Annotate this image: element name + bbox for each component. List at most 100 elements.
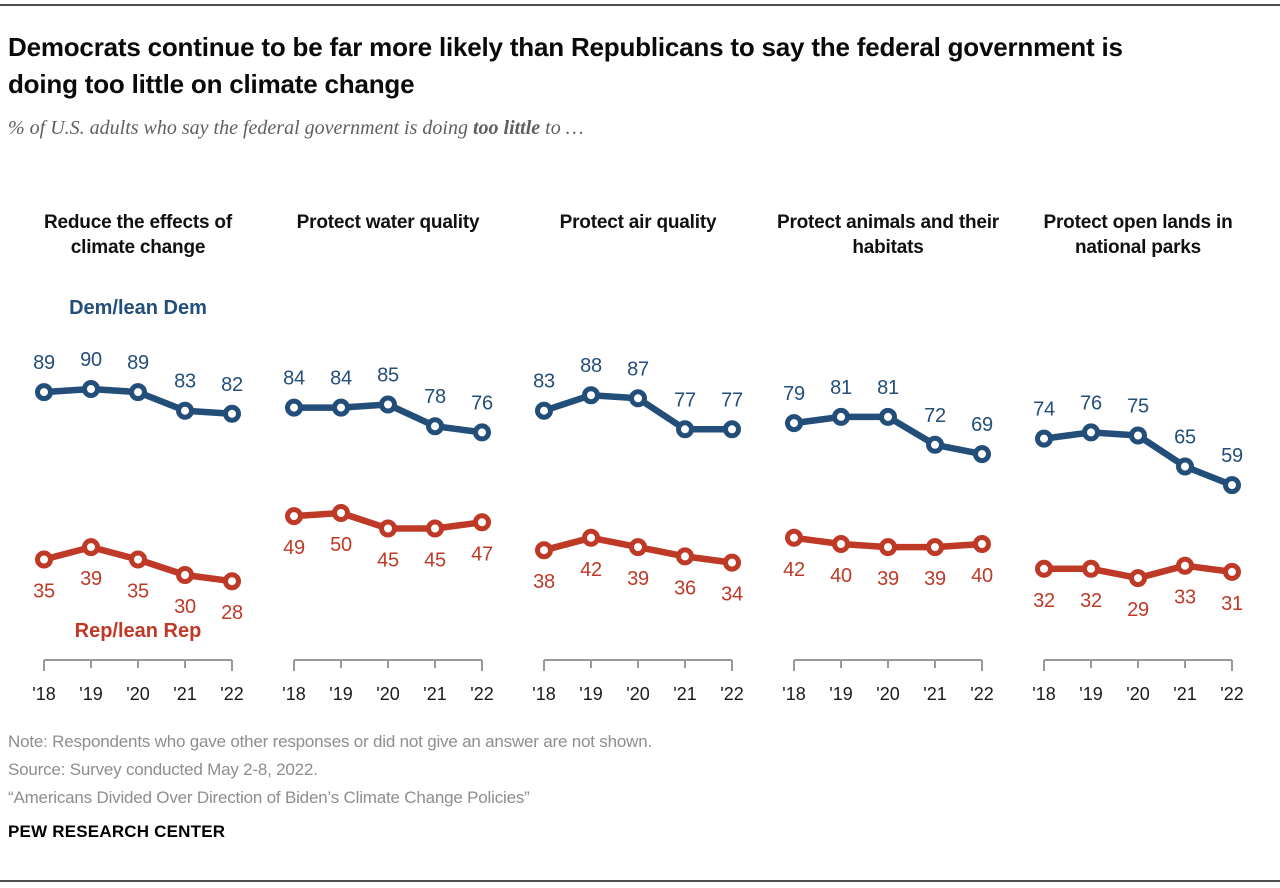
- rep-value-label: 32: [1080, 590, 1102, 612]
- rep-value-label: 45: [377, 549, 399, 571]
- dem-value-label: 87: [627, 358, 649, 380]
- rep-point: [129, 550, 147, 569]
- year-label: '21: [673, 684, 696, 704]
- rep-point: [973, 534, 991, 553]
- dem-point: [1035, 429, 1053, 448]
- year-label: '18: [282, 684, 305, 704]
- year-label: '21: [423, 684, 446, 704]
- rep-value-label: 34: [721, 583, 743, 605]
- year-label: '22: [720, 684, 743, 704]
- report-title-quote: “Americans Divided Over Direction of Bid…: [8, 787, 530, 807]
- panel-reduce-climate-effects: Reduce the effects of climate change '18…: [18, 210, 258, 707]
- year-label: '22: [1220, 684, 1243, 704]
- dem-value-label: 76: [1080, 392, 1102, 414]
- dem-series: 84 84 85 78 76: [283, 364, 493, 442]
- subtitle-emphasis: too little: [472, 116, 541, 139]
- x-axis: [43, 658, 233, 671]
- dem-value-label: 82: [221, 374, 243, 396]
- rep-value-label: 50: [330, 534, 352, 556]
- year-label: '20: [376, 684, 399, 704]
- dem-point: [629, 389, 647, 408]
- rep-point: [926, 537, 944, 556]
- dem-point: [176, 401, 194, 420]
- rep-point: [785, 528, 803, 547]
- dem-point: [82, 379, 100, 398]
- dem-value-label: 79: [783, 383, 805, 405]
- rep-value-label: 31: [1221, 593, 1243, 615]
- rep-point: [473, 513, 491, 532]
- dem-value-label: 89: [127, 352, 149, 374]
- charts-row: Reduce the effects of climate change '18…: [0, 210, 1280, 707]
- dem-point: [973, 444, 991, 463]
- x-axis: [543, 658, 733, 671]
- rep-point: [332, 503, 350, 522]
- year-label: '20: [626, 684, 649, 704]
- footnote: Note: Respondents who gave other respons…: [8, 731, 652, 751]
- legend-rep: Rep/lean Rep: [75, 620, 202, 642]
- x-axis: [293, 658, 483, 671]
- rep-point: [176, 565, 194, 584]
- rep-point: [723, 553, 741, 572]
- year-label: '21: [1173, 684, 1196, 704]
- rep-series: 42 40 39 39 40: [783, 528, 993, 590]
- year-label: '18: [32, 684, 55, 704]
- dem-point: [535, 401, 553, 420]
- rep-point: [535, 541, 553, 560]
- dem-point: [129, 382, 147, 401]
- rep-value-label: 40: [971, 565, 993, 587]
- subtitle: % of U.S. adults who say the federal gov…: [8, 117, 1272, 140]
- page-title: Democrats continue to be far more likely…: [8, 32, 1123, 99]
- year-label: '19: [579, 684, 602, 704]
- x-axis: [793, 658, 983, 671]
- rep-point: [879, 537, 897, 556]
- year-label: '20: [126, 684, 149, 704]
- dem-value-label: 74: [1033, 398, 1055, 420]
- rep-value-label: 42: [783, 559, 805, 581]
- year-label: '18: [532, 684, 555, 704]
- rep-value-label: 33: [1174, 587, 1196, 609]
- rep-point: [1082, 559, 1100, 578]
- rep-point: [676, 547, 694, 566]
- dem-value-label: 75: [1127, 395, 1149, 417]
- panel-chart: '18 '19 '20 '21 '22 74 76 75 65 59 32 32 29 33 31: [1032, 392, 1243, 704]
- dem-value-label: 85: [377, 364, 399, 386]
- rep-value-label: 28: [221, 602, 243, 624]
- year-label: '18: [782, 684, 805, 704]
- rep-value-label: 40: [830, 565, 852, 587]
- dem-value-label: 69: [971, 414, 993, 436]
- year-label: '19: [1079, 684, 1102, 704]
- dem-point: [1129, 426, 1147, 445]
- year-label: '22: [220, 684, 243, 704]
- rep-point: [285, 506, 303, 525]
- year-label: '19: [329, 684, 352, 704]
- rep-point: [1129, 568, 1147, 587]
- dem-value-label: 81: [830, 377, 852, 399]
- dem-point: [223, 404, 241, 423]
- panel-water-quality: Protect water quality '18'19'20'21'22 84 8…: [268, 210, 508, 707]
- rep-value-label: 35: [127, 580, 149, 602]
- rep-series: 35 39 35 30 28: [33, 537, 243, 624]
- dem-value-label: 88: [580, 355, 602, 377]
- x-axis: [1043, 658, 1233, 671]
- dem-point: [426, 417, 444, 436]
- dem-series: 83 88 87 77 77: [533, 355, 743, 439]
- panel-chart: '18 '19 '20 '21 '22 89 90 89 83 82 35 39 35 30 28 Dem/l…: [32, 297, 243, 704]
- rep-point: [379, 519, 397, 538]
- panel-animals-habitats: Protect animals and their habitats '18'1…: [768, 210, 1008, 707]
- dem-point: [35, 382, 53, 401]
- panel-title: Reduce the effects of climate change: [44, 211, 232, 259]
- header: Democrats continue to be far more likely…: [0, 0, 1280, 140]
- rep-point: [832, 534, 850, 553]
- panel-title: Protect water quality: [296, 211, 480, 233]
- rep-value-label: 29: [1127, 599, 1149, 621]
- dem-point: [676, 420, 694, 439]
- dem-value-label: 72: [924, 405, 946, 427]
- dem-value-label: 90: [80, 349, 102, 371]
- dem-point: [879, 407, 897, 426]
- year-label: '22: [970, 684, 993, 704]
- rep-value-label: 30: [174, 596, 196, 618]
- dem-point: [1223, 475, 1241, 494]
- source-line: Source: Survey conducted May 2-8, 2022.: [8, 759, 318, 779]
- dem-value-label: 78: [424, 386, 446, 408]
